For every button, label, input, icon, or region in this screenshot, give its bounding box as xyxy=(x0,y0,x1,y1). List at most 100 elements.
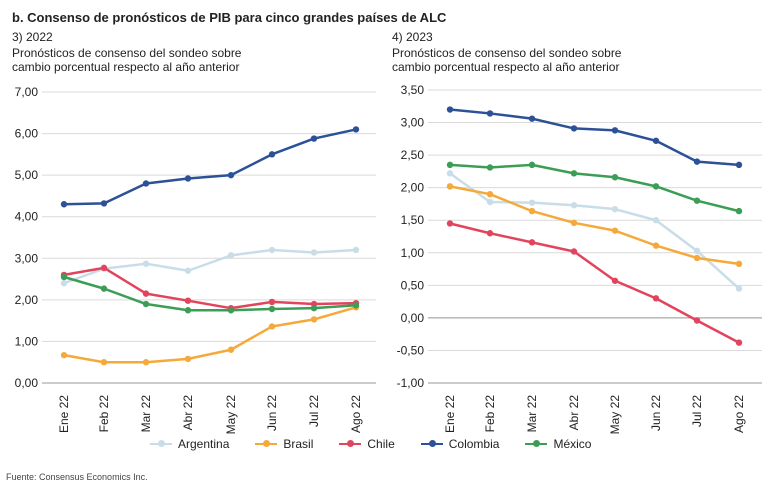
panel-4-subtitle-line1: Pronósticos de consenso del sondeo sobre xyxy=(392,46,622,60)
panel-4-point-colombia xyxy=(446,106,454,113)
panel-3-ytick-label: 3,00 xyxy=(15,251,39,265)
panel-3-point-mexico xyxy=(227,307,235,314)
panel-4-point-argentina xyxy=(693,247,701,255)
panel-3-series-line-argentina xyxy=(63,248,357,285)
panel-3-point-argentina xyxy=(268,246,276,254)
panel-4-xtick-label: May 22 xyxy=(608,395,622,435)
panel-3-point-mexico xyxy=(142,300,150,308)
panel-4-ytick-label: -0,50 xyxy=(397,343,425,357)
panel-4-point-argentina xyxy=(570,202,578,209)
panel-4-point-colombia xyxy=(652,137,660,144)
panel-3-point-chile xyxy=(268,298,276,306)
panel-4-xtick-label: Ene 22 xyxy=(443,395,457,433)
panel-4-point-argentina xyxy=(486,198,494,206)
panel-4-xtick-label: Jun 22 xyxy=(649,395,663,431)
panel-4-ytick-label: 3,50 xyxy=(401,83,425,97)
panel-4-xtick-label: Feb 22 xyxy=(483,395,497,433)
panel-4-series-line-brasil xyxy=(449,185,740,266)
legend-swatch-brasil xyxy=(255,439,278,449)
legend-item-argentina: Argentina xyxy=(150,437,229,451)
legend-label-brasil: Brasil xyxy=(283,437,314,451)
panel-3-ytick-label: 5,00 xyxy=(15,168,39,182)
panel-3-point-colombia xyxy=(352,126,360,133)
panel-3-point-colombia xyxy=(184,175,192,182)
panel-4-point-argentina xyxy=(652,217,660,224)
panel-4-series-line-mexico xyxy=(449,163,740,213)
panel-3-xtick-label: Jun 22 xyxy=(265,395,279,431)
panel-4-point-brasil xyxy=(693,254,701,262)
panel-3-xtick-label: May 22 xyxy=(224,395,238,435)
panel-3-ytick-label: 6,00 xyxy=(15,127,39,141)
panel-3-point-mexico xyxy=(310,304,318,312)
panel-4-plot: -1,00 -0,50 0,00 0,50 1,00 1,50 2,00 2,50 3,00 3,… xyxy=(397,83,762,434)
panel-3-point-argentina xyxy=(142,260,150,267)
panel-3-ytick-label: 1,00 xyxy=(15,334,39,348)
panel-4-ytick-label: 2,00 xyxy=(401,181,425,195)
panel-4-ytick-label: 0,00 xyxy=(401,311,425,325)
panel-4-point-colombia xyxy=(611,127,619,134)
panel-3-point-colombia xyxy=(227,171,235,179)
panel-3-point-chile xyxy=(184,297,192,304)
panel-3-point-brasil xyxy=(268,323,276,330)
panel-3-xtick-label: Feb 22 xyxy=(97,395,111,433)
panel-3-point-colombia xyxy=(268,151,276,158)
figure-title: b. Consenso de pronósticos de PIB para c… xyxy=(12,10,447,25)
panel-4-point-brasil xyxy=(528,207,536,215)
panel-3-xtick-label: Ago 22 xyxy=(349,395,363,433)
panel-3-series-line-chile xyxy=(63,266,357,310)
panel-4-point-mexico xyxy=(611,174,619,181)
panel-3-point-argentina xyxy=(310,249,318,256)
panel-3-point-argentina xyxy=(227,252,235,259)
legend-item-mexico: México xyxy=(525,437,591,451)
panel-3-xtick-label: Ene 22 xyxy=(57,395,71,433)
panel-4-point-argentina xyxy=(735,285,743,292)
panel-3-point-argentina xyxy=(60,280,68,287)
panel-4-xtick-label: Jul 22 xyxy=(690,395,704,427)
panel-4-xtick-label: Mar 22 xyxy=(525,395,539,433)
panel-3-ytick-label: 0,00 xyxy=(15,376,39,390)
panel-3-point-mexico xyxy=(100,285,108,292)
panel-4-xtick-label: Abr 22 xyxy=(567,395,581,431)
panel-3-point-brasil xyxy=(184,355,192,363)
panel-3-point-mexico xyxy=(184,307,192,314)
panel-4-ytick-label: 1,50 xyxy=(401,213,425,227)
panel-3-ytick-label: 4,00 xyxy=(15,210,39,224)
panel-3-subtitle-line1: Pronósticos de consenso del sondeo sobre xyxy=(12,46,242,60)
legend-label-chile: Chile xyxy=(367,437,395,451)
legend-swatch-chile xyxy=(339,439,362,449)
panel-3-xtick-label: Abr 22 xyxy=(181,395,195,431)
panel-4-series-line-argentina xyxy=(449,172,740,290)
panel-3-point-brasil xyxy=(310,316,318,323)
panel-3-xtick-label: Jul 22 xyxy=(307,395,321,427)
panel-4-series-line-colombia xyxy=(449,108,740,167)
panel-3-point-brasil xyxy=(100,359,108,366)
panel-3-point-colombia xyxy=(142,180,150,187)
panel-4-ytick-label: 1,00 xyxy=(401,246,425,260)
panel-3-point-brasil xyxy=(227,346,235,353)
panel-3-point-argentina xyxy=(184,267,192,274)
legend-item-chile: Chile xyxy=(339,437,395,451)
legend-item-colombia: Colombia xyxy=(420,437,499,451)
panel-3-point-mexico xyxy=(268,305,276,313)
panel-4-ytick-label: -1,00 xyxy=(397,376,425,390)
panel-3-point-mexico xyxy=(352,302,360,309)
panel-4-subtitle-line2: cambio porcentual respecto al año anteri… xyxy=(392,60,620,74)
panel-4-point-colombia xyxy=(528,115,536,122)
panel-4-point-mexico xyxy=(486,164,494,171)
panel-4-point-chile xyxy=(486,230,494,237)
panel-4-title: 4) 2023 xyxy=(392,30,433,44)
legend-item-brasil: Brasil xyxy=(255,437,313,451)
panel-4-point-mexico xyxy=(652,183,660,190)
legend: Argentina Brasil Chile Colombia México xyxy=(150,437,591,451)
panel-4-point-colombia xyxy=(735,161,743,169)
panel-4-point-mexico xyxy=(735,207,743,215)
panel-3-subtitle: Pronósticos de consenso del sondeo sobre… xyxy=(12,46,241,74)
panel-4-point-chile xyxy=(611,277,619,284)
panel-4-point-mexico xyxy=(528,161,536,169)
panel-4-point-brasil xyxy=(486,190,494,198)
panel-3-ytick-label: 7,00 xyxy=(15,85,39,99)
panel-4-point-chile xyxy=(528,239,536,246)
panel-4-point-argentina xyxy=(611,205,619,213)
panel-4-point-brasil xyxy=(611,227,619,234)
